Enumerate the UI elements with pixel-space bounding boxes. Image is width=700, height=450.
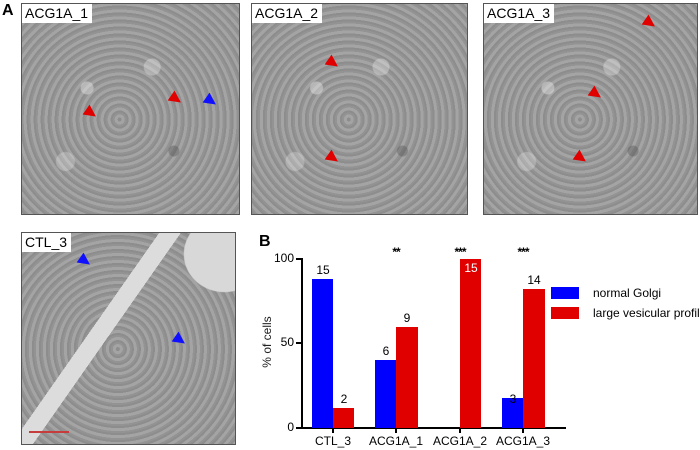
significance-marker: ** [392, 245, 400, 259]
bar-normal-golgi-ctl-3 [312, 279, 333, 428]
y-tick [296, 427, 301, 429]
x-tick-label: ACG1A_3 [495, 434, 551, 448]
chart-legend: normal Golgi large vesicular profiles [551, 283, 700, 323]
bar-normal-golgi-acg1a-3 [502, 398, 523, 428]
significance-marker: *** [454, 245, 466, 259]
significance-marker: *** [517, 245, 529, 259]
bar-count-label: 14 [527, 273, 541, 287]
bar-normal-golgi-acg1a-1 [375, 360, 396, 428]
em-image-label: ACG1A_1 [22, 4, 93, 23]
em-image-acg1a-2: ACG1A_2 [251, 3, 468, 215]
legend-item-normal-golgi: normal Golgi [551, 283, 700, 303]
x-tick-label: ACG1A_1 [368, 434, 424, 448]
em-image-ctl-3: CTL_3 [21, 232, 236, 445]
bar-count-label: 3 [509, 392, 517, 406]
y-axis [301, 258, 303, 428]
x-axis [301, 427, 566, 429]
x-tick [395, 428, 397, 433]
bar-count-label: 9 [403, 311, 411, 325]
legend-label: large vesicular profiles [593, 306, 700, 320]
bar-large-vesicular-acg1a-2 [460, 259, 481, 428]
y-tick-label: 100 [273, 251, 294, 265]
em-image-label: ACG1A_2 [252, 4, 323, 23]
bar-count-label: 15 [464, 261, 478, 275]
panel-b-letter: B [259, 233, 271, 250]
bar-count-label: 2 [340, 392, 348, 406]
scale-bar [29, 431, 69, 433]
bar-large-vesicular-acg1a-1 [396, 327, 418, 428]
x-tick [459, 428, 461, 433]
legend-swatch-blue [551, 287, 579, 299]
y-tick [296, 258, 301, 260]
em-image-acg1a-1: ACG1A_1 [21, 3, 240, 215]
y-tick-label: 50 [280, 335, 294, 349]
legend-label: normal Golgi [593, 286, 662, 300]
legend-swatch-red [551, 307, 579, 319]
y-tick [296, 342, 301, 344]
em-image-label: CTL_3 [22, 233, 72, 252]
bar-large-vesicular-acg1a-3 [523, 289, 545, 428]
x-tick-label: ACG1A_2 [432, 434, 488, 448]
legend-item-large-vesicular: large vesicular profiles [551, 303, 700, 323]
bar-count-label: 6 [382, 344, 390, 358]
bar-large-vesicular-ctl-3 [333, 408, 354, 428]
y-tick-label: 0 [287, 420, 294, 434]
panel-a-letter: A [2, 2, 14, 19]
x-tick [332, 428, 334, 433]
em-image-acg1a-3: ACG1A_3 [483, 3, 698, 215]
x-tick [522, 428, 524, 433]
em-image-label: ACG1A_3 [484, 4, 555, 23]
x-tick-label: CTL_3 [314, 434, 352, 448]
bar-count-label: 15 [316, 263, 330, 277]
